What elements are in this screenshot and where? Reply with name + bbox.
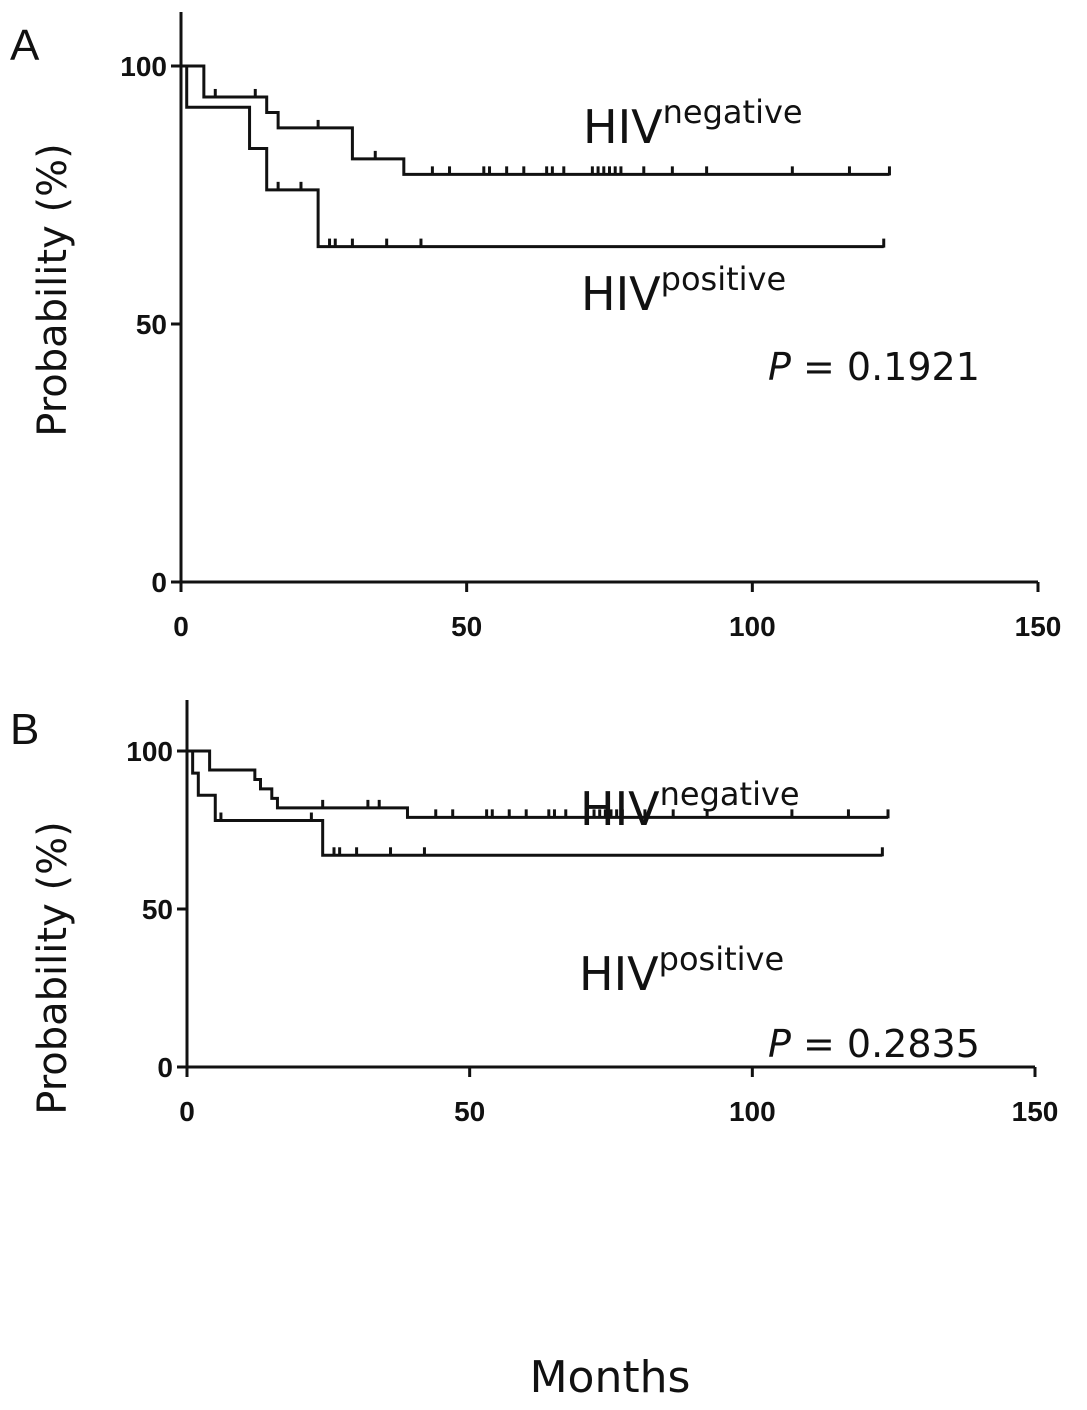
x-axis-title: Months (530, 1352, 691, 1403)
curve-hiv-negative (181, 64, 890, 176)
p-symbol: P (768, 345, 791, 389)
series-label-sup: positive (661, 260, 787, 298)
series-label-sup: negative (663, 93, 803, 131)
p-number: = 0.2835 (791, 1022, 980, 1066)
series-label-hiv-negative-b: HIVnegative (580, 775, 800, 836)
series-label-main: HIV (579, 947, 659, 1001)
y-tick-label: 0 (151, 567, 167, 598)
series-label-hiv-negative-a: HIVnegative (583, 93, 803, 154)
panel-letter-b: B (10, 705, 39, 754)
series-label-sup: negative (660, 775, 800, 813)
y-axis-title-b: Probability (%) (30, 821, 76, 1114)
y-axis-title-a: Probability (%) (30, 143, 76, 436)
panel-letter-a: A (10, 21, 40, 70)
x-tick-label: 0 (173, 611, 189, 642)
y-tick-label: 100 (120, 51, 167, 82)
series-label-main: HIV (583, 100, 663, 154)
y-tick-label: 50 (142, 894, 173, 925)
x-tick-label: 150 (1012, 1096, 1059, 1127)
series-label-main: HIV (581, 267, 661, 321)
y-tick-label: 0 (157, 1052, 173, 1083)
plot-area-a: 0 50 100 0 50 100 150 (120, 12, 1061, 642)
plot-area-b: 0 50 100 0 50 100 150 (126, 700, 1058, 1127)
x-tick-label: 50 (454, 1096, 485, 1127)
p-value-a: P = 0.1921 (768, 345, 980, 389)
p-value-b: P = 0.2835 (768, 1022, 980, 1066)
series-label-hiv-positive-b: HIVpositive (579, 940, 784, 1001)
y-tick-label: 50 (136, 309, 167, 340)
curve-hiv-positive (187, 749, 883, 857)
x-tick-label: 150 (1015, 611, 1062, 642)
curve-hiv-negative (187, 749, 889, 819)
series-label-main: HIV (580, 782, 660, 836)
p-symbol: P (768, 1022, 791, 1066)
x-tick-label: 0 (179, 1096, 195, 1127)
series-label-hiv-positive-a: HIVpositive (581, 260, 786, 321)
y-tick-label: 100 (126, 736, 173, 767)
p-number: = 0.1921 (791, 345, 980, 389)
curve-hiv-positive (181, 64, 884, 249)
x-tick-label: 50 (451, 611, 482, 642)
series-label-sup: positive (659, 940, 785, 978)
x-tick-label: 100 (729, 1096, 776, 1127)
x-tick-label: 100 (729, 611, 776, 642)
